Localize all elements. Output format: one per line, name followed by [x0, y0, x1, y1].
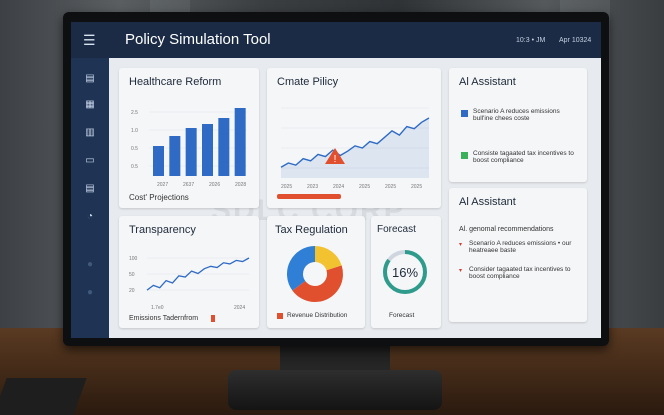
ai-suggestion: Scenario A reduces emissions bull'ine ch… — [473, 108, 560, 122]
x-tick-label: 2024 — [234, 305, 245, 311]
transparency-card[interactable]: Transparency 100 50 20 1.7e0 2024 Emissions … — [119, 216, 259, 328]
chart-caption: Cost' Projections — [129, 193, 189, 202]
bar — [185, 128, 197, 176]
y-tick-label: 2.5 — [131, 110, 138, 116]
healthcare-bar-chart: 2.5 1.0 0.5 0.5 2027 2637 2026 2028 — [131, 108, 247, 188]
ai-subtitle: Al. genomal recommendations — [459, 226, 554, 233]
series-line — [280, 117, 430, 168]
sidebar: ▤ ▦ ▥ ▭ ▤ ◔ ● ● — [71, 58, 109, 338]
x-tick-label: 1.7e0 — [151, 305, 164, 311]
forecast-card[interactable]: Forecast 16% Forecast — [371, 216, 441, 328]
card-title: Al Assistant — [459, 76, 516, 88]
y-tick-label: 0.5 — [131, 146, 138, 152]
arrow-icon: ▾ — [459, 242, 463, 248]
revenue-pie-chart — [287, 246, 343, 302]
card-title: Tax Regulation — [275, 224, 348, 236]
bar — [234, 108, 246, 176]
checkbox-icon[interactable] — [461, 152, 468, 159]
x-tick-label: 2024 — [333, 184, 344, 190]
area-fill — [281, 118, 429, 178]
x-tick-label: 2023 — [307, 184, 318, 190]
menu-icon[interactable]: ☰ — [83, 32, 96, 48]
circle-icon[interactable]: ● — [86, 287, 94, 298]
card-title: Transparency — [129, 224, 196, 236]
bar — [202, 124, 213, 176]
healthcare-card[interactable]: Healthcare Reform 2.5 1.0 0.5 0.5 2027 2637 20… — [119, 68, 259, 208]
x-tick-label: 2027 — [157, 182, 168, 188]
bar — [169, 136, 181, 176]
report-icon[interactable]: ▤ — [85, 183, 95, 194]
notebook — [0, 378, 87, 415]
y-tick-label: 20 — [129, 288, 135, 294]
ai-recommendation: Scenarío A reduces emissions • our heatr… — [469, 240, 572, 254]
ai-recommendation: Consider tagaated tax incentives to boos… — [469, 266, 571, 280]
tax-regulation-card[interactable]: Tax Regulation Revenue Distribution — [267, 216, 365, 328]
legend-swatch — [277, 313, 283, 319]
history-icon[interactable]: ◔ — [86, 211, 94, 222]
ai-suggestion: Consiste tagaated tax incentives to boos… — [473, 150, 574, 164]
transparency-line-chart: 100 50 20 1.7e0 2024 — [129, 256, 250, 311]
card-title: Al Assistant — [459, 196, 516, 208]
folder-icon[interactable]: ▭ — [85, 155, 95, 166]
progress-bar — [277, 194, 341, 199]
screen: ☰ Policy Simulation Tool 10:3 • JM Apr 1… — [71, 22, 601, 338]
card-title: Healthcare Reform — [129, 76, 222, 88]
bar-chart-icon[interactable]: ▥ — [85, 127, 95, 138]
file-icon[interactable]: ▦ — [85, 99, 95, 110]
climate-line-chart: ! 2025 2023 2024 2025 2025 2025 — [277, 107, 430, 199]
x-tick-label: 2025 — [281, 184, 292, 190]
card-title: Cmate Pilicy — [277, 76, 339, 88]
warning-mark: ! — [334, 154, 337, 165]
x-tick-label: 2025 — [411, 184, 422, 190]
circle-icon[interactable]: ● — [86, 259, 94, 270]
legend-swatch — [211, 315, 215, 322]
climate-card[interactable]: Cmate Pilicy ! 2025 2023 2024 2025 2025 2025 — [267, 68, 441, 208]
document-icon[interactable]: ▤ — [85, 73, 95, 84]
card-title: Forecast — [377, 224, 416, 235]
top-bar: ☰ Policy Simulation Tool 10:3 • JM Apr 1… — [71, 22, 601, 58]
series-line — [146, 257, 250, 291]
pie-slice — [315, 246, 342, 271]
pie-slice — [287, 246, 315, 291]
ai-assistant-card[interactable]: Al Assistant Scenario A reduces emission… — [449, 68, 587, 182]
clock-time: 10:3 • JM — [516, 37, 546, 44]
warning-icon — [325, 148, 345, 164]
clock-date: Apr 10324 — [559, 37, 592, 44]
monitor-base — [228, 370, 442, 410]
chart-caption: Emissions Tadernfrom — [129, 315, 199, 322]
x-tick-label: 2026 — [209, 182, 220, 188]
x-tick-label: 2028 — [235, 182, 246, 188]
ai-assistant-card-2[interactable]: Al Assistant Al. genomal recommendations… — [449, 188, 587, 322]
checkbox-icon[interactable] — [461, 110, 468, 117]
y-tick-label: 1.0 — [131, 128, 138, 134]
bar — [218, 118, 230, 176]
x-tick-label: 2025 — [359, 184, 370, 190]
x-tick-label: 2637 — [183, 182, 194, 188]
y-tick-label: 50 — [129, 272, 135, 278]
pie-slice — [292, 265, 343, 302]
arrow-icon: ▾ — [459, 268, 463, 274]
app-title: Policy Simulation Tool — [125, 31, 271, 48]
bar — [153, 146, 164, 176]
y-tick-label: 0.5 — [131, 164, 138, 170]
forecast-caption: Forecast — [389, 312, 415, 319]
forecast-gauge — [383, 250, 427, 294]
forecast-value: 16% — [391, 265, 419, 280]
legend-label: Revenue Distribution — [287, 312, 348, 319]
y-tick-label: 100 — [129, 256, 138, 262]
x-tick-label: 2025 — [385, 184, 396, 190]
